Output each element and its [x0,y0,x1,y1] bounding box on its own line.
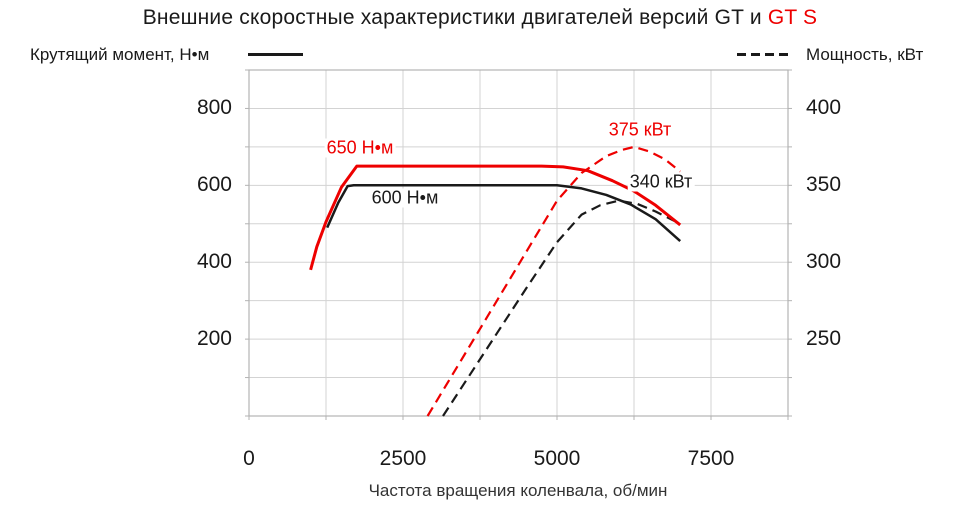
x-axis-tick-label: 7500 [687,447,735,470]
curve-gt-s-torque [309,164,682,271]
chart-title: Внешние скоростные характеристики двигат… [0,6,960,30]
annotation-gts-power: 375 кВт [606,119,674,140]
right-axis-tick-label: 400 [806,96,842,120]
annotation-gt-power: 340 кВт [627,171,695,192]
left-axis-tick-label: 200 [196,327,232,351]
x-axis-tick-label: 0 [243,447,255,470]
plot-border [248,69,789,417]
chart-title-highlight: GT S [767,6,818,29]
x-axis-tick-label: 2500 [379,447,427,470]
right-axis-tick-label: 250 [806,327,842,351]
right-axis-tick-label: 300 [806,250,842,274]
chart-title-text: Внешние скоростные характеристики двигат… [142,6,768,29]
left-axis-tick-label: 600 [196,173,232,197]
left-axis-tick-label: 400 [196,250,232,274]
dashed-line-swatch [737,53,790,56]
legend-torque-label: Крутящий момент, Н•м [30,45,210,64]
curve-gt-power [442,199,681,417]
curve-gt-s-power [426,145,681,417]
left-axis-tick-label: 800 [196,96,232,120]
curve-gt-torque [326,184,682,243]
right-axis-tick-label: 350 [806,173,842,197]
x-axis-tick-label: 5000 [533,447,581,470]
x-axis-title: Частота вращения коленвала, об/мин [368,481,668,500]
annotation-gt-torque: 600 Н•м [369,187,441,208]
annotation-gts-torque: 650 Н•м [324,137,396,158]
solid-line-swatch [248,53,303,56]
legend-power-label: Мощность, кВт [806,45,924,64]
